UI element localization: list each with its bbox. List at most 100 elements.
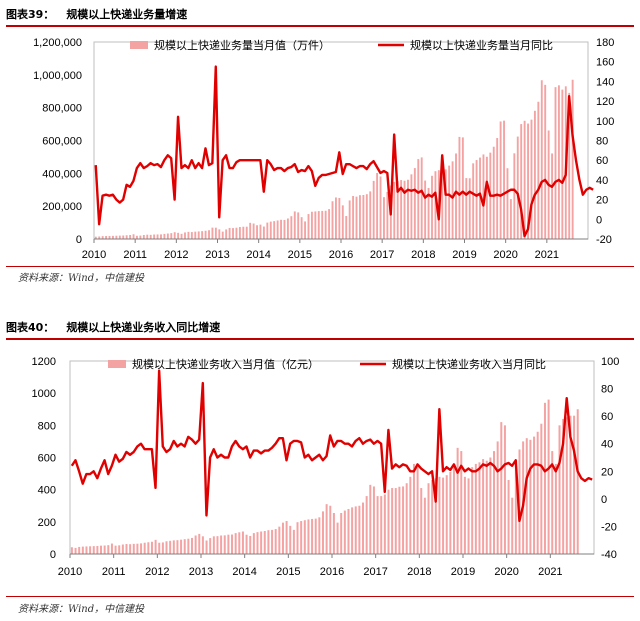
- right-axis-tick-label: 40: [596, 175, 608, 187]
- bar: [289, 525, 292, 554]
- bar: [234, 533, 237, 554]
- bar: [290, 216, 293, 239]
- x-axis-tick-label: 2020: [493, 249, 517, 261]
- bar: [533, 436, 536, 554]
- bar: [105, 235, 108, 239]
- bar: [269, 221, 272, 239]
- bar: [292, 529, 295, 555]
- bar: [136, 235, 138, 239]
- bar: [412, 463, 415, 554]
- bar: [345, 216, 348, 239]
- bar: [98, 236, 101, 239]
- bar: [369, 191, 372, 239]
- left-axis-tick-label: 0: [50, 549, 56, 561]
- bar: [359, 195, 361, 239]
- bar: [525, 438, 528, 554]
- bar: [468, 178, 471, 239]
- bar: [286, 218, 289, 239]
- bar: [523, 120, 526, 239]
- bar: [391, 488, 394, 554]
- bar: [551, 451, 554, 554]
- bar: [129, 544, 132, 554]
- bar: [358, 505, 361, 554]
- bar: [458, 136, 461, 239]
- bar: [544, 84, 547, 239]
- bar: [107, 545, 110, 554]
- figure-40-bottom-rule: [6, 596, 634, 597]
- left-axis-tick-label: 800,000: [42, 103, 82, 115]
- bar: [343, 510, 346, 554]
- bar: [348, 200, 351, 239]
- right-axis-tick-label: -20: [596, 234, 612, 246]
- bar: [262, 226, 265, 239]
- bar: [221, 231, 224, 239]
- bar: [118, 235, 121, 239]
- bar: [554, 463, 557, 554]
- bar: [303, 520, 306, 554]
- bar: [573, 415, 576, 554]
- bar: [424, 180, 427, 239]
- bar: [383, 197, 385, 239]
- bar: [503, 425, 506, 554]
- bar: [465, 178, 468, 239]
- legend-line-label: 规模以上快递业务收入当月同比: [392, 357, 546, 371]
- figure-39-top-rule: [6, 25, 634, 27]
- bar: [118, 545, 121, 554]
- bar: [194, 535, 197, 554]
- right-axis-tick-label: -40: [601, 549, 617, 561]
- bar: [460, 451, 463, 554]
- bar: [158, 542, 161, 554]
- right-axis-tick-label: 160: [596, 57, 614, 69]
- bar: [351, 507, 354, 554]
- bar: [280, 219, 282, 239]
- bar: [540, 423, 543, 554]
- bar: [310, 211, 313, 239]
- bar: [101, 236, 104, 239]
- bar: [328, 209, 331, 239]
- bar: [176, 540, 179, 554]
- left-axis-tick-label: 1000: [32, 388, 56, 400]
- bar: [449, 471, 452, 554]
- bar: [402, 486, 405, 554]
- bar: [271, 529, 274, 555]
- chart-39: 0 200,000 400,000 600,000 800,000 1,000,000 1,…: [33, 37, 614, 261]
- x-axis-tick-label: 2016: [320, 566, 344, 578]
- x-axis-tick-label: 2019: [451, 566, 475, 578]
- right-axis-tick-label: 100: [596, 116, 614, 128]
- bar: [170, 233, 173, 239]
- bar: [482, 459, 485, 554]
- x-axis-tick-label: 2012: [164, 249, 188, 261]
- figure-40-label: 图表40：: [6, 321, 55, 334]
- x-axis-tick-label: 2011: [102, 566, 126, 578]
- bar: [547, 399, 550, 554]
- left-axis-tick-label: 200: [38, 517, 56, 529]
- bar: [201, 231, 204, 239]
- bar: [281, 522, 284, 554]
- bar: [571, 79, 574, 239]
- bar: [485, 156, 488, 239]
- bar: [283, 219, 286, 239]
- bar: [260, 531, 263, 554]
- bar: [507, 480, 510, 554]
- right-axis-tick-label: 100: [601, 356, 619, 368]
- bar: [293, 211, 296, 239]
- bar: [256, 532, 259, 554]
- figure-40-source: 资料来源：Wind，中信建投: [18, 604, 145, 615]
- right-axis-tick-label: 20: [601, 466, 613, 478]
- bar: [249, 222, 252, 239]
- line-series: [70, 369, 593, 523]
- x-axis-tick-label: 2021: [535, 249, 559, 261]
- left-axis-tick-label: 0: [76, 234, 82, 246]
- right-axis-tick-label: 60: [596, 155, 608, 167]
- bar: [456, 447, 459, 554]
- bar: [169, 540, 172, 554]
- bar: [369, 484, 372, 554]
- bar: [273, 221, 276, 239]
- bar: [325, 504, 328, 554]
- bar: [511, 497, 514, 554]
- bar: [478, 462, 481, 554]
- bar: [223, 535, 226, 554]
- bar: [165, 541, 168, 554]
- bar: [108, 235, 111, 239]
- bar: [114, 545, 117, 554]
